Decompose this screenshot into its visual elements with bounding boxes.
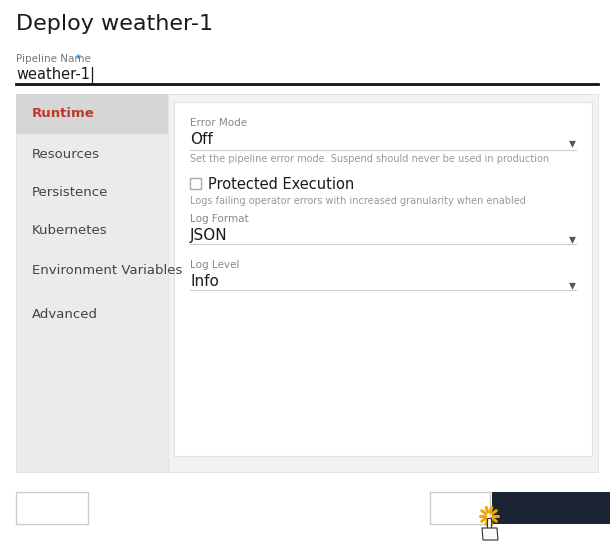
- Text: Advanced: Advanced: [32, 308, 98, 321]
- Text: *: *: [76, 54, 81, 64]
- Bar: [16, 492, 88, 524]
- Bar: [174, 102, 592, 456]
- Bar: [430, 492, 490, 524]
- Text: ▾: ▾: [569, 136, 576, 150]
- Text: weather-1|: weather-1|: [16, 67, 95, 83]
- Text: Log Level: Log Level: [190, 260, 239, 270]
- Text: Save & Deploy: Save & Deploy: [497, 502, 605, 515]
- Text: Environment Variables: Environment Variables: [32, 264, 182, 277]
- Bar: [16, 94, 168, 472]
- Polygon shape: [485, 518, 496, 534]
- Text: Protected Execution: Protected Execution: [208, 177, 354, 192]
- Bar: [190, 178, 201, 189]
- Text: Kubernetes: Kubernetes: [32, 224, 107, 237]
- Bar: [16, 94, 598, 472]
- Polygon shape: [482, 528, 498, 540]
- Text: Test: Test: [447, 502, 473, 515]
- Text: Off: Off: [190, 132, 212, 147]
- Bar: [16, 94, 168, 134]
- Text: ▾: ▾: [569, 232, 576, 246]
- Text: ▾: ▾: [569, 278, 576, 292]
- Bar: [492, 492, 610, 524]
- Text: Cancel: Cancel: [29, 502, 75, 515]
- Text: Logs failing operator errors with increased granularity when enabled: Logs failing operator errors with increa…: [190, 196, 526, 206]
- Text: JSON: JSON: [190, 228, 228, 243]
- Text: Pipeline Name: Pipeline Name: [16, 54, 94, 64]
- Text: Runtime: Runtime: [32, 107, 95, 120]
- Text: Deploy weather-1: Deploy weather-1: [16, 14, 213, 34]
- Text: Info: Info: [190, 274, 219, 289]
- Text: Log Format: Log Format: [190, 214, 249, 224]
- Text: Resources: Resources: [32, 148, 100, 161]
- Text: Error Mode: Error Mode: [190, 118, 247, 128]
- Text: Persistence: Persistence: [32, 186, 109, 199]
- Text: Set the pipeline error mode. Suspend should never be used in production: Set the pipeline error mode. Suspend sho…: [190, 154, 549, 164]
